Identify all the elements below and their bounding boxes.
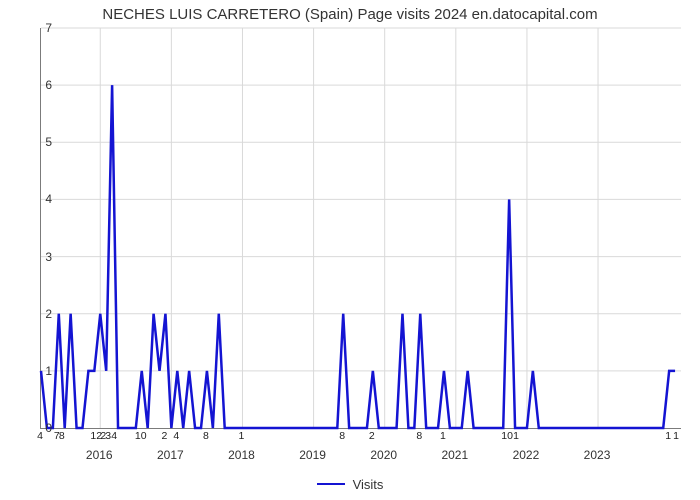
legend-item-visits: Visits (317, 477, 384, 492)
x-value-label: 1 (440, 430, 446, 442)
x-value-label: 10 (501, 430, 513, 442)
x-value-label: 8 (203, 430, 209, 442)
x-value-label: 4 (111, 430, 117, 442)
x-year-label: 2016 (86, 448, 113, 462)
x-value-label: 8 (59, 430, 65, 442)
y-tick-label: 6 (32, 78, 52, 92)
x-value-label: 10 (135, 430, 147, 442)
y-tick-label: 7 (32, 21, 52, 35)
x-value-label: 2 (162, 430, 168, 442)
x-year-label: 2022 (513, 448, 540, 462)
x-value-label: 1 (673, 430, 679, 442)
chart-title: NECHES LUIS CARRETERO (Spain) Page visit… (0, 6, 700, 23)
y-tick-label: 1 (32, 364, 52, 378)
x-value-label: 1 (239, 430, 245, 442)
x-value-label: 2 (369, 430, 375, 442)
x-value-label: 1 (513, 430, 519, 442)
legend-label: Visits (353, 477, 384, 492)
vertical-gridlines (100, 28, 598, 428)
y-tick-label: 3 (32, 250, 52, 264)
x-value-label: 4 (37, 430, 43, 442)
x-year-label: 2017 (157, 448, 184, 462)
x-year-label: 2020 (370, 448, 397, 462)
x-value-label: 4 (173, 430, 179, 442)
x-value-label: 8 (339, 430, 345, 442)
x-year-label: 2018 (228, 448, 255, 462)
x-value-label: 8 (416, 430, 422, 442)
y-tick-label: 4 (32, 192, 52, 206)
y-tick-label: 5 (32, 135, 52, 149)
x-value-label: 1 (665, 430, 671, 442)
x-year-label: 2023 (584, 448, 611, 462)
x-year-label: 2019 (299, 448, 326, 462)
horizontal-gridlines (41, 28, 681, 371)
legend-swatch (317, 483, 345, 485)
x-year-label: 2021 (441, 448, 468, 462)
plot-area (40, 28, 681, 429)
y-tick-label: 2 (32, 307, 52, 321)
legend: Visits (0, 472, 700, 492)
